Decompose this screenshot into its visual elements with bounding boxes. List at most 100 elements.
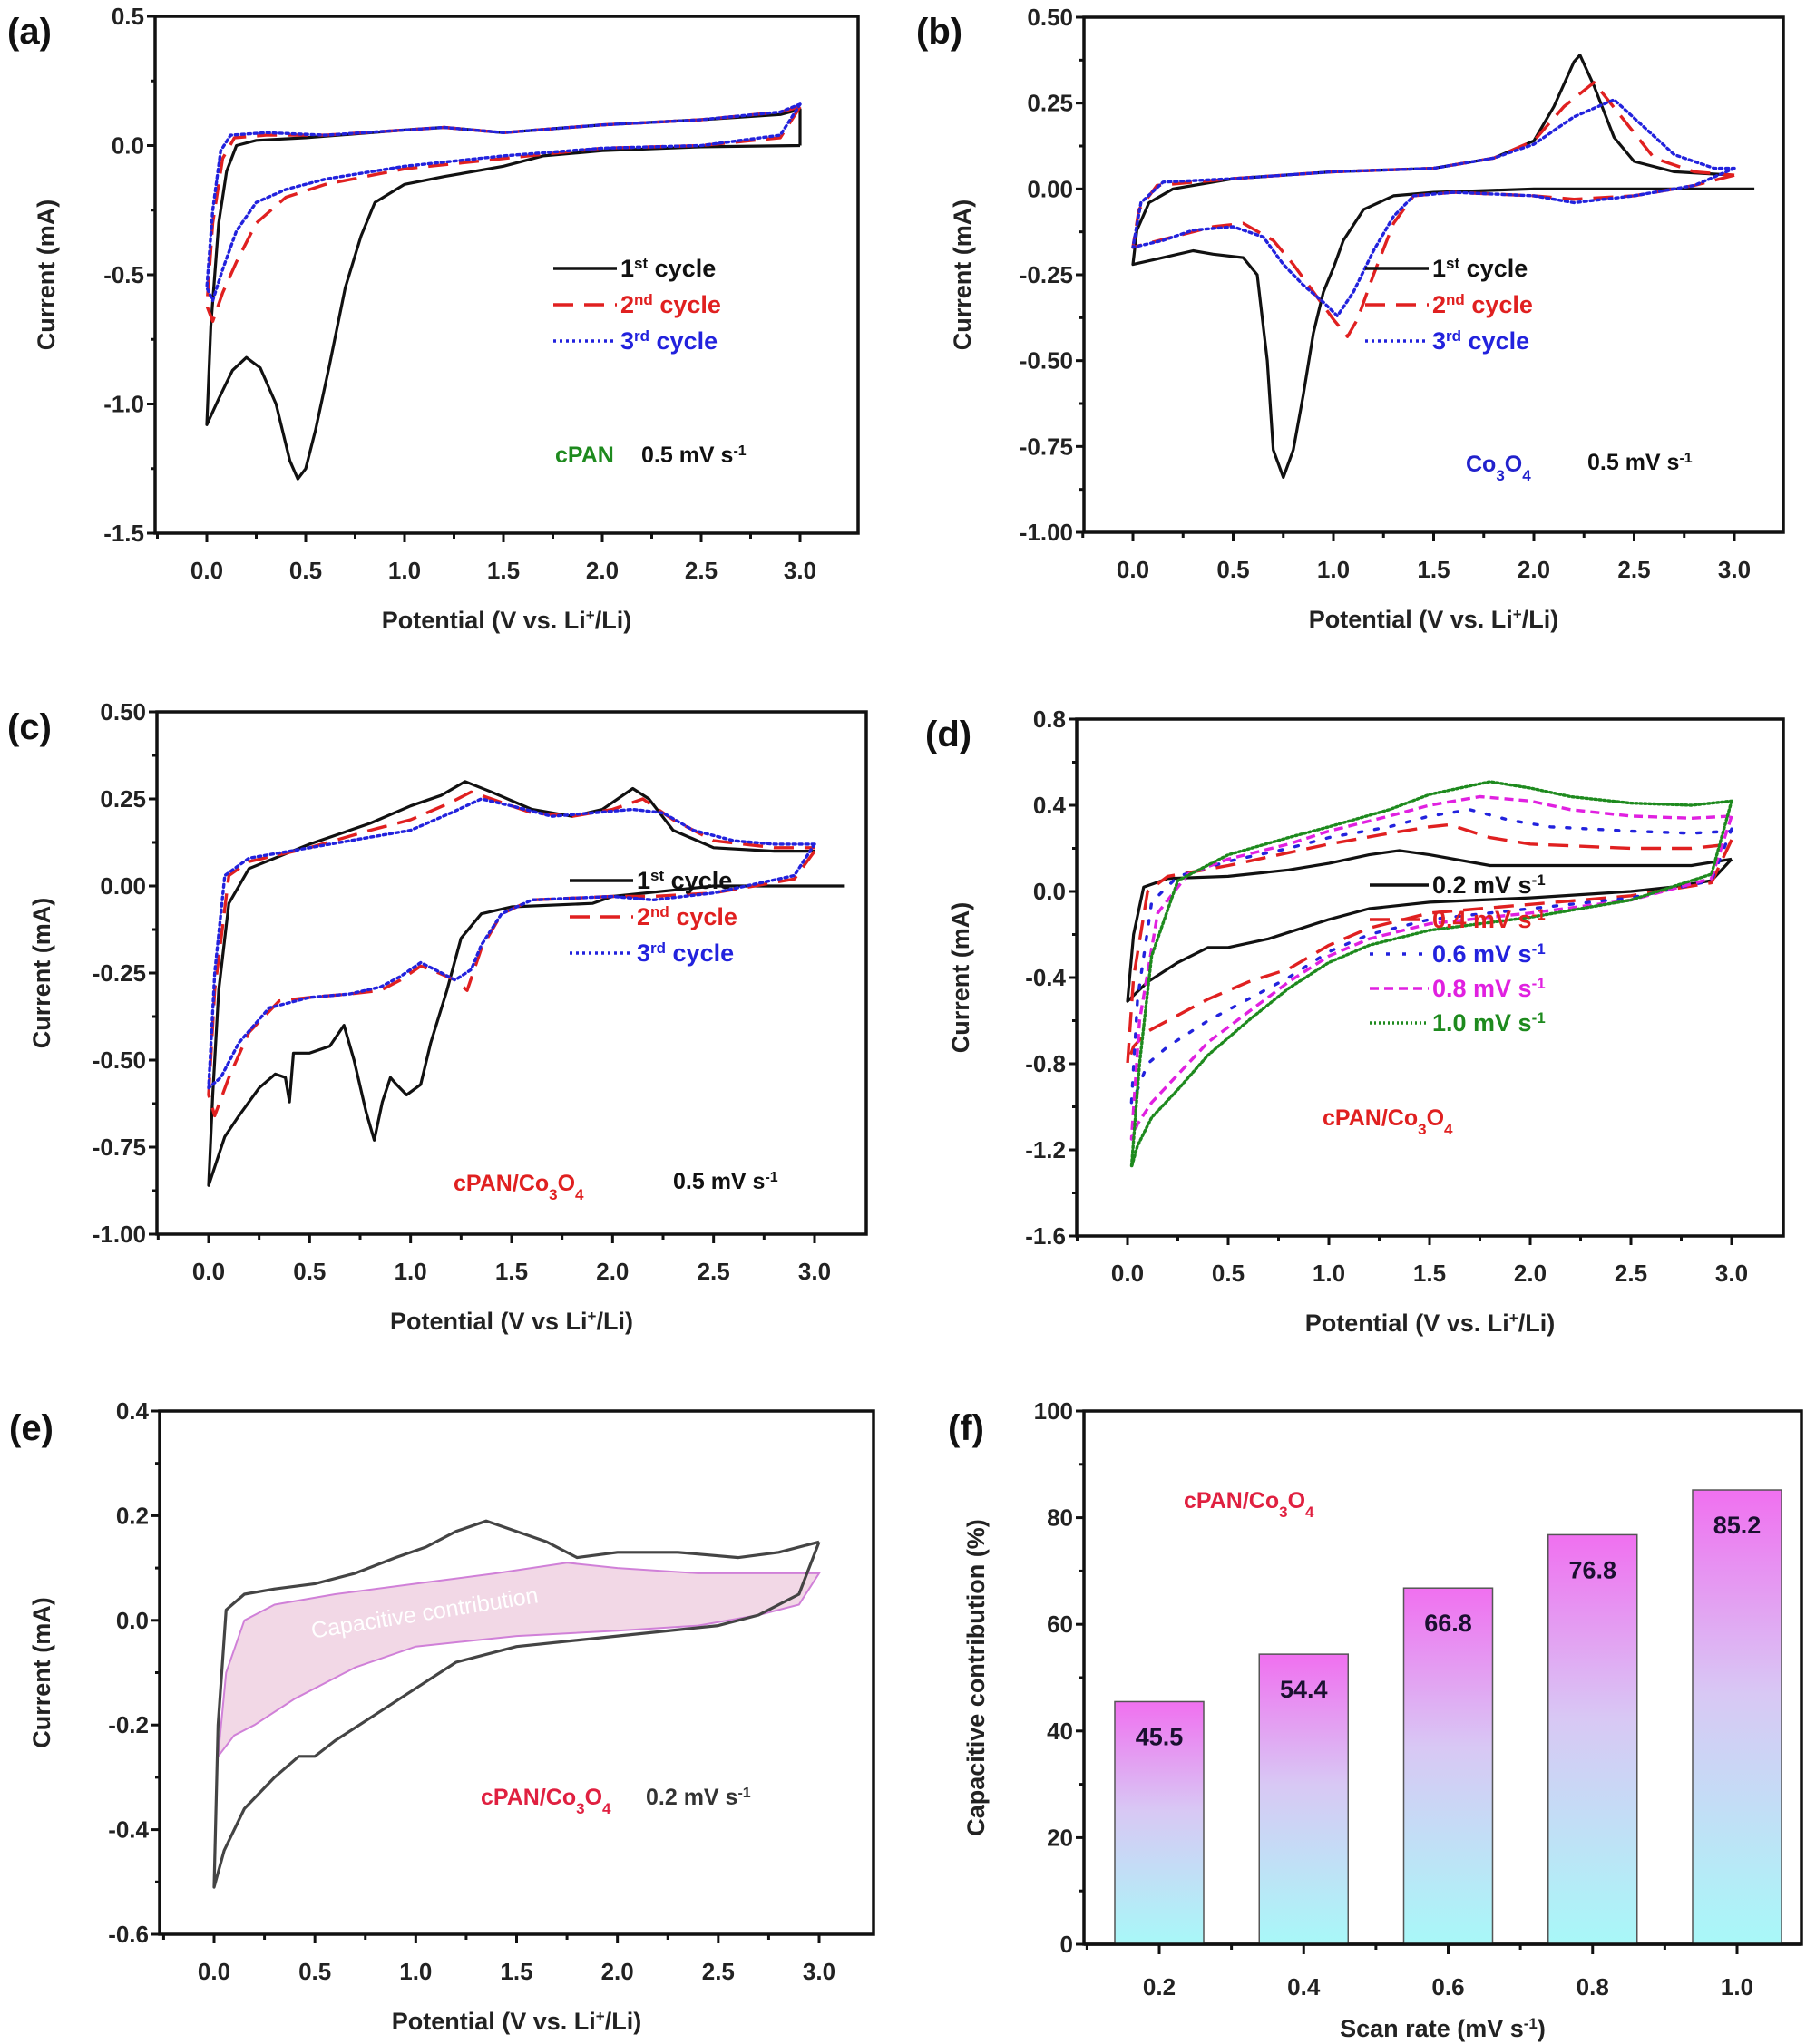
x-axis-title: Potential (V vs. Li+/Li): [392, 2008, 641, 2036]
bar-0.6: [1402, 1587, 1494, 1945]
x-tick-label: 1.0: [399, 1958, 432, 1985]
superscript: -1: [1532, 871, 1546, 889]
superscript: -1: [1532, 975, 1546, 992]
text-span: cPAN/Co: [1184, 1488, 1279, 1514]
series-line-0-2-mv-s-1: [1126, 849, 1733, 1003]
text-span: Scan rate (mV s: [1340, 2015, 1524, 2042]
x-axis-title: Potential (V vs. Li+/Li): [382, 607, 631, 635]
text-span: ): [1538, 2015, 1546, 2042]
y-tick-label: -1.00: [1020, 519, 1073, 546]
text-span: O: [585, 1785, 602, 1810]
legend-entry: 1st cycle: [620, 255, 716, 283]
scan-rate-label: 0.5 mV s-1: [1587, 450, 1693, 475]
sample-label: cPAN/Co3O4: [1184, 1488, 1314, 1521]
text-span: 2: [1432, 291, 1446, 318]
x-tick-label: 1.5: [487, 557, 520, 584]
panel-label: (b): [916, 12, 962, 52]
series-line-0-4-mv-s-1: [1126, 822, 1733, 1066]
x-tick-label: 0.0: [1111, 1260, 1144, 1287]
x-tick-label: 1.5: [1417, 556, 1450, 583]
x-tick-label: 1.0: [395, 1258, 427, 1285]
superscript: rd: [634, 327, 649, 345]
y-tick-label: 20: [1047, 1824, 1073, 1851]
bar-value-label: 85.2: [1713, 1512, 1762, 1539]
bar-1.0: [1692, 1489, 1782, 1945]
x-tick-label: 0.6: [1431, 1973, 1464, 2000]
x-tick-label: 2.0: [596, 1258, 629, 1285]
y-axis-title: Current (mA): [28, 898, 55, 1049]
y-tick-label: 0.2: [116, 1502, 149, 1529]
text-span: 0.2 mV s: [646, 1785, 737, 1810]
bar-0.2: [1114, 1700, 1205, 1945]
text-span: 1: [1432, 255, 1446, 282]
y-tick-label: -1.0: [103, 391, 144, 418]
text-span: /Li): [595, 607, 632, 634]
y-tick-label: -0.75: [1020, 433, 1073, 460]
bar-value-label: 45.5: [1136, 1723, 1184, 1750]
text-span: cycle: [653, 291, 721, 318]
sample-label: cPAN/Co3O4: [1323, 1105, 1453, 1138]
text-span: O: [1288, 1488, 1305, 1514]
y-tick-label: 0.0: [112, 132, 144, 160]
legend-entry: 2nd cycle: [1432, 291, 1533, 319]
series-line-1st-cycle: [207, 780, 845, 1187]
y-axis-title: Capacitive contribution (%): [962, 1519, 990, 1836]
series-line-total-current-0-2-mv-s-1: [212, 1519, 821, 1889]
panel-label: (e): [9, 1408, 54, 1448]
text-span: 3: [637, 939, 650, 967]
series-line-3rd-cycle: [207, 797, 816, 1090]
superscript: -1: [1532, 940, 1546, 958]
x-axis-title: Potential (V vs. Li+/Li): [1305, 1309, 1555, 1338]
text-span: cycle: [1465, 291, 1533, 318]
x-axis-title: Scan rate (mV s-1): [1340, 2015, 1546, 2043]
text-span: 0.6 mV s: [1432, 940, 1532, 968]
panel-label: (a): [7, 12, 52, 52]
subscript: 4: [1522, 467, 1531, 484]
x-tick-label: 0.5: [289, 557, 322, 584]
legend-entry: 0.6 mV s-1: [1432, 940, 1546, 968]
text-span: 2: [620, 291, 634, 318]
superscript: -1: [1532, 1009, 1546, 1027]
plot-frame: [1075, 717, 1785, 1238]
text-span: 1: [620, 255, 634, 282]
text-span: Potential (V vs. Li: [392, 2008, 596, 2035]
sample-label: cPAN/Co3O4: [454, 1171, 584, 1203]
superscript: -1: [737, 1786, 750, 1801]
y-tick-label: -0.50: [1020, 347, 1073, 375]
y-tick-label: 0.00: [100, 872, 146, 900]
legend-entry: 1st cycle: [1432, 255, 1528, 283]
y-axis-title: Current (mA): [949, 200, 976, 351]
y-tick-label: -0.5: [103, 261, 144, 288]
text-span: cycle: [664, 867, 732, 894]
x-tick-label: 1.0: [1313, 1260, 1345, 1287]
panel-d-cv-scan-rates: (d) -1.6 -1.2 -0.8 -0.4 0.0 0.4 0.8 Current (mA)…: [925, 706, 1785, 1338]
x-tick-label: 0.5: [1216, 556, 1249, 583]
y-tick-label: -1.00: [93, 1221, 146, 1248]
y-tick-label: -0.75: [93, 1134, 146, 1161]
x-tick-label: 0.0: [198, 1958, 230, 1985]
text-span: Potential (V vs Li: [390, 1308, 588, 1335]
legend-entry: 2nd cycle: [637, 903, 737, 931]
superscript: nd: [634, 291, 653, 308]
y-tick-label: 0.50: [100, 698, 146, 725]
y-tick-label: 0.25: [1027, 90, 1073, 117]
panel-label: (d): [925, 715, 971, 754]
plot-frame: [155, 710, 868, 1236]
y-tick-label: 100: [1034, 1397, 1073, 1425]
superscript: +: [1509, 1309, 1518, 1327]
legend-entry: 3rd cycle: [1432, 327, 1529, 355]
x-tick-label: 0.2: [1143, 1973, 1176, 2000]
y-tick-label: -1.2: [1025, 1136, 1066, 1163]
text-span: cPAN/Co: [454, 1171, 549, 1196]
panel-f-capacitive-bar: (f) 0 20 40 60 80 100 Capacitive contribution (…: [948, 1397, 1803, 2043]
text-span: O: [1427, 1105, 1444, 1131]
sample-label: cPAN: [555, 443, 614, 468]
y-tick-label: -1.6: [1025, 1222, 1066, 1250]
y-tick-label: 0: [1060, 1931, 1073, 1958]
subscript: 3: [1279, 1504, 1287, 1521]
legend-entry: 0.8 mV s-1: [1432, 975, 1546, 1003]
panel-label: (c): [7, 707, 52, 747]
text-span: Potential (V vs. Li: [1305, 1309, 1509, 1337]
x-tick-label: 0.0: [190, 557, 223, 584]
text-span: O: [558, 1171, 575, 1196]
